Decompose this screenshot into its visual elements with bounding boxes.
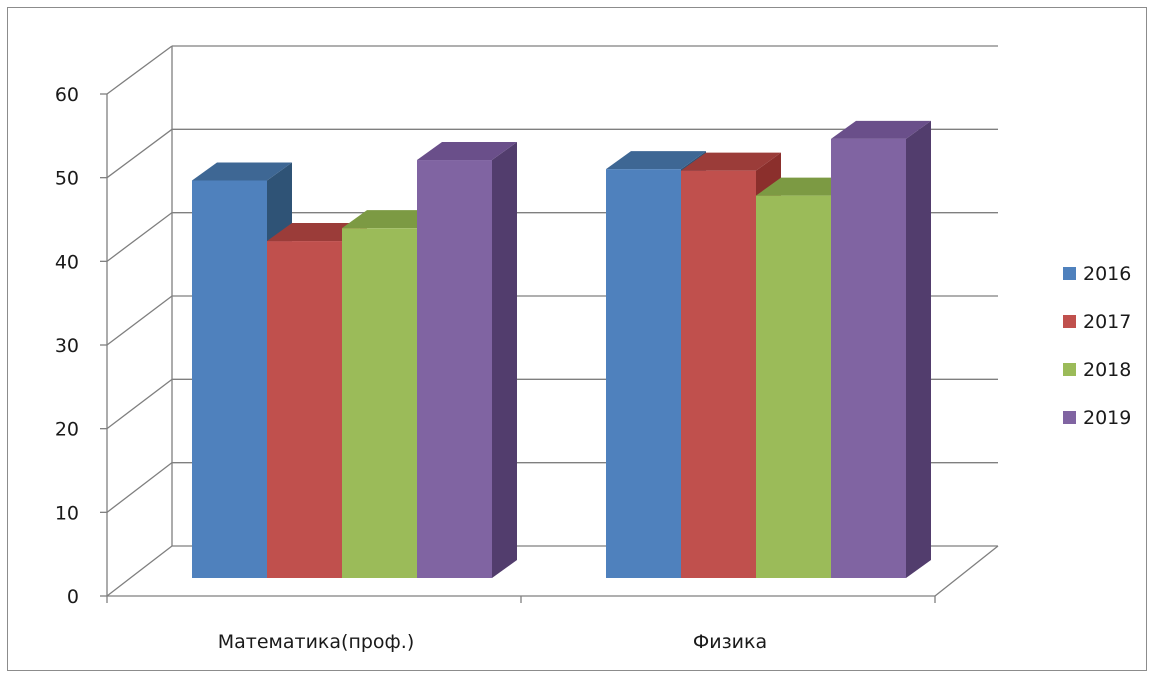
y-tick-label: 50 [55,168,79,190]
y-tick-label: 60 [55,84,79,106]
bar-2019-0 [417,160,492,579]
bar-2016-0 [192,180,267,578]
legend-swatch-2019 [1063,411,1076,424]
bar-top-2016 [192,162,292,181]
legend-swatch-2017 [1063,315,1076,328]
floor-right-edge [934,545,999,597]
legend-label: 2018 [1083,359,1131,381]
side-gridline [106,128,173,179]
y-tick-label: 0 [67,586,79,608]
legend-label: 2019 [1083,407,1131,429]
side-gridline [106,295,173,346]
y-tick-label: 30 [55,335,79,357]
bar-top-2016 [606,151,706,170]
bar-side-2019 [492,142,517,579]
side-gridline [106,545,173,597]
bar-2016-1 [606,169,681,578]
bar-side-2019 [906,120,931,578]
bar-2018-1 [756,195,831,578]
x-category-label: Математика(проф.) [218,631,415,653]
y-tick-label: 10 [55,502,79,524]
x-category-label: Физика [693,631,767,653]
legend-label: 2016 [1083,263,1131,285]
legend-label: 2017 [1083,311,1131,333]
y-tick-label: 20 [55,419,79,441]
side-gridline [106,378,173,430]
y-tick-label: 40 [55,251,79,273]
bar-2019-1 [831,138,906,578]
bar-top-2019 [417,142,517,161]
bar-2017-0 [267,241,342,579]
bar-2018-0 [342,228,417,578]
bar-top-2017 [681,152,781,171]
side-gridline [106,45,173,95]
bar-2017-1 [681,170,756,578]
side-gridline [106,212,173,262]
side-gridline [106,462,173,513]
bar-top-2019 [831,120,931,139]
legend-swatch-2016 [1063,267,1076,280]
legend-swatch-2018 [1063,363,1076,376]
